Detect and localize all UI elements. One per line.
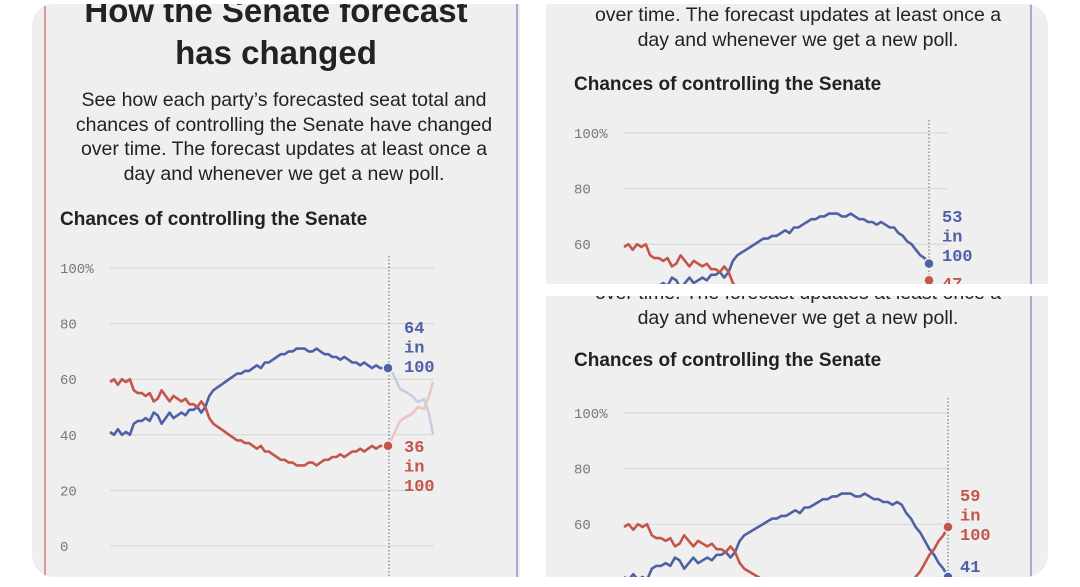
panel-border-right xyxy=(1030,4,1032,284)
y-tick-label: 80 xyxy=(60,318,77,334)
description-line: day and whenever we get a new poll. xyxy=(637,28,959,51)
panel-border-right xyxy=(516,4,518,577)
description: over time. The forecast updates at least… xyxy=(546,296,1048,330)
dem-series-line xyxy=(109,347,388,437)
description-line: over time. The forecast updates at least… xyxy=(546,296,1048,306)
dem-end-label: in xyxy=(404,340,424,359)
y-tick-label: 20 xyxy=(60,484,77,500)
description-line: over time. The forecast updates at least… xyxy=(80,138,488,160)
dem-end-label: in xyxy=(942,229,962,248)
dem-endpoint-dot xyxy=(942,571,954,577)
chart-title: Chances of controlling the Senate xyxy=(574,350,882,371)
y-tick-label: 100% xyxy=(574,407,608,423)
dem-series-line xyxy=(659,212,931,284)
y-tick-label: 100% xyxy=(60,262,94,278)
y-tick-label: 0 xyxy=(60,540,68,556)
rep-end-label: in xyxy=(960,508,980,527)
description: over time. The forecast updates at least… xyxy=(546,4,1048,52)
dem-series-line xyxy=(624,492,950,577)
rep-series-line xyxy=(109,377,388,467)
rep-endpoint-dot xyxy=(923,274,935,284)
y-tick-label: 40 xyxy=(60,429,77,445)
chart-title: Chances of controlling the Senate xyxy=(60,209,368,230)
description: See how each party’s forecasted seat tot… xyxy=(32,88,520,186)
rep-end-label: 47 xyxy=(942,276,962,284)
rep-end-label: 36 xyxy=(404,439,424,458)
rep-end-label: in xyxy=(404,459,424,478)
description-line: day and whenever we get a new poll. xyxy=(123,162,445,185)
y-tick-label: 100% xyxy=(574,127,608,143)
dem-end-label: 100 xyxy=(404,359,435,378)
rep-future-line xyxy=(387,381,435,445)
y-tick-label: 60 xyxy=(574,238,591,254)
rep-end-label: 59 xyxy=(960,488,980,507)
dem-end-label: 64 xyxy=(404,320,424,339)
dem-future-line xyxy=(387,365,435,435)
rep-series-line xyxy=(623,522,950,577)
description-line: day and whenever we get a new poll. xyxy=(637,306,959,329)
rep-end-label: 100 xyxy=(404,478,435,497)
rep-endpoint-dot xyxy=(942,521,954,533)
forecast-panel-top-right: over time. The forecast updates at least… xyxy=(546,4,1048,284)
chart-title: Chances of controlling the Senate xyxy=(574,74,882,95)
description-line: over time. The forecast updates at least… xyxy=(594,4,1002,26)
page-title-line1: How the Senate forecast xyxy=(84,4,468,29)
description-line: See how each party’s forecasted seat tot… xyxy=(81,89,487,111)
rep-series-line xyxy=(623,242,931,284)
dem-endpoint-dot xyxy=(923,257,935,270)
description-line: chances of controlling the Senate have c… xyxy=(75,113,493,136)
page-title-line2: has changed xyxy=(175,34,377,71)
dem-end-label: 41 xyxy=(960,559,980,577)
y-tick-label: 60 xyxy=(60,373,77,389)
panel-border-right xyxy=(1030,296,1032,577)
dem-end-label: 53 xyxy=(942,209,962,228)
dem-endpoint-dot xyxy=(382,362,394,374)
y-tick-label: 80 xyxy=(574,463,591,479)
rep-end-label: 100 xyxy=(960,527,991,546)
dem-end-label: 100 xyxy=(942,248,973,267)
panel-border-left xyxy=(44,4,46,577)
y-tick-label: 60 xyxy=(574,518,591,534)
rep-endpoint-dot xyxy=(382,440,394,452)
forecast-panel-bottom-right: over time. The forecast updates at least… xyxy=(546,296,1048,577)
y-tick-label: 80 xyxy=(574,183,591,199)
forecast-panel-left: How the Senate forecast has changed See … xyxy=(32,4,520,577)
